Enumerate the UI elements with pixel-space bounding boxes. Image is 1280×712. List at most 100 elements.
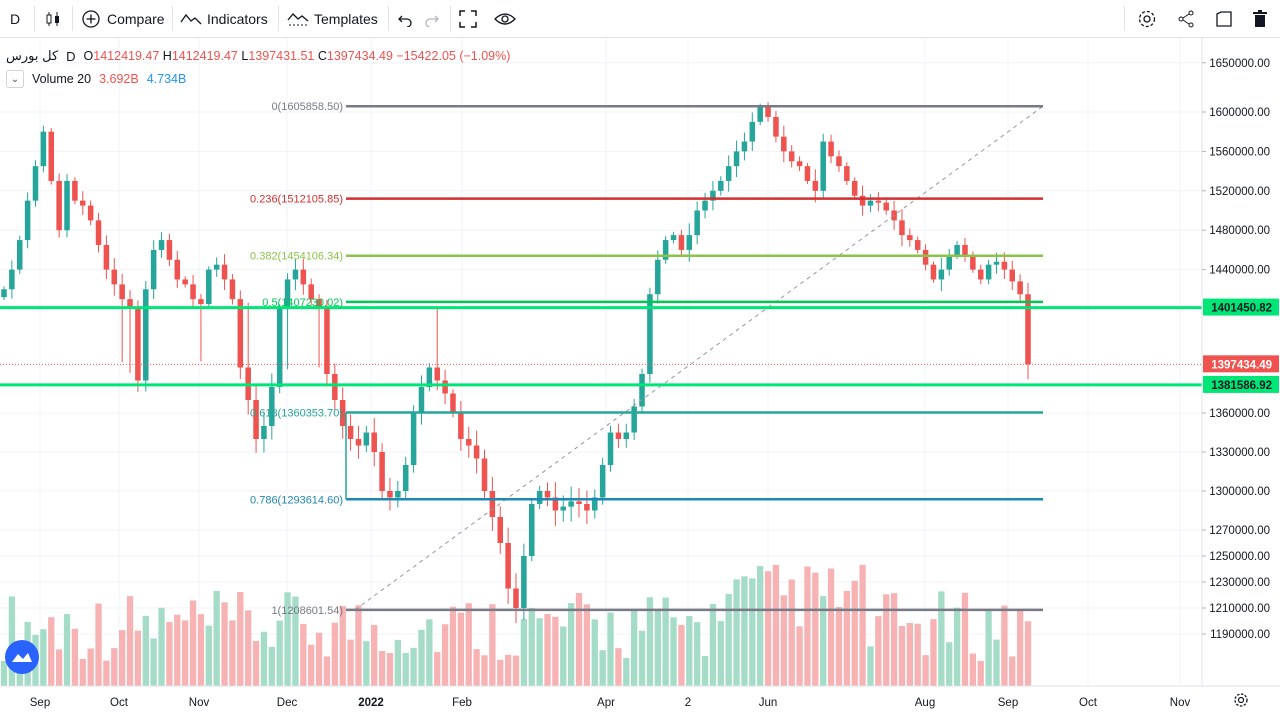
candle-body bbox=[1001, 261, 1008, 270]
candle-body bbox=[812, 180, 819, 191]
volume-legend: ⌄ Volume 20 3.692B 4.734B bbox=[6, 70, 186, 88]
candle-body bbox=[127, 299, 133, 309]
candle-body bbox=[182, 279, 188, 285]
collapse-chevron-icon[interactable]: ⌄ bbox=[6, 70, 24, 88]
candle-body bbox=[150, 249, 157, 290]
candle-body bbox=[347, 426, 354, 439]
volume-bar bbox=[560, 626, 567, 686]
tradingview-logo-icon[interactable] bbox=[5, 640, 39, 674]
volume-bar bbox=[378, 651, 386, 686]
candle-body bbox=[536, 491, 543, 504]
candle-body bbox=[647, 294, 653, 374]
volume-bar bbox=[961, 592, 969, 686]
candle-body bbox=[198, 299, 204, 305]
ohlc-h-key: H bbox=[162, 49, 172, 63]
volume-bar bbox=[213, 591, 220, 686]
change-value: −15422.05 (−1.09%) bbox=[396, 49, 511, 63]
volume-bar bbox=[820, 596, 827, 686]
snapshot-icon bbox=[1216, 10, 1232, 27]
candle-body bbox=[158, 240, 165, 250]
volume-bar bbox=[205, 625, 212, 686]
volume-bar bbox=[8, 596, 16, 686]
price-tag-label: 1381586.92 bbox=[1211, 380, 1272, 392]
volume-bar bbox=[701, 655, 709, 686]
candle-body bbox=[387, 491, 393, 498]
volume-bar bbox=[827, 568, 835, 686]
price-axis-label: 1600000.00 bbox=[1209, 107, 1270, 119]
redo-button[interactable] bbox=[424, 0, 440, 37]
volume-value: 3.692B bbox=[99, 72, 139, 86]
candle-body bbox=[576, 501, 582, 504]
candle-body bbox=[765, 107, 771, 117]
candle-body bbox=[395, 491, 401, 498]
candle-body bbox=[796, 161, 803, 167]
candle-body bbox=[623, 432, 630, 439]
volume-bar bbox=[780, 595, 787, 686]
delete-button[interactable] bbox=[1252, 0, 1268, 37]
volume-bar bbox=[465, 603, 472, 686]
candle-body bbox=[48, 131, 55, 181]
volume-bar bbox=[875, 616, 882, 686]
volume-bar bbox=[300, 623, 307, 686]
volume-bar bbox=[371, 625, 378, 686]
undo-button[interactable] bbox=[397, 0, 413, 37]
divider bbox=[172, 6, 173, 31]
volume-bar bbox=[662, 597, 669, 686]
price-axis-label: 1190000.00 bbox=[1210, 629, 1270, 641]
candle-body bbox=[308, 284, 314, 300]
price-chart[interactable]: 0(1605858.50) 0.236(1512105.85) 0.382(1454… bbox=[0, 38, 1280, 712]
volume-bar bbox=[867, 646, 874, 686]
volume-bar bbox=[623, 657, 630, 686]
volume-bar bbox=[245, 610, 252, 686]
candle-body bbox=[111, 269, 118, 285]
candle-body bbox=[544, 491, 551, 498]
volume-bar bbox=[150, 638, 157, 686]
fullscreen-button[interactable] bbox=[459, 0, 477, 37]
volume-bar bbox=[678, 624, 685, 686]
templates-button[interactable]: Templates bbox=[287, 0, 378, 37]
volume-bar bbox=[158, 607, 165, 686]
candle-body bbox=[103, 244, 110, 270]
candle-body bbox=[418, 387, 425, 413]
snapshot-button[interactable] bbox=[1215, 0, 1233, 37]
volume-bar bbox=[552, 616, 559, 686]
candle-body bbox=[922, 249, 929, 265]
candle-body bbox=[505, 543, 511, 589]
candle-body bbox=[402, 465, 409, 491]
volume-bar bbox=[591, 619, 598, 686]
interval-button[interactable]: D bbox=[10, 0, 20, 37]
symbol-legend: کل بورس D O 1412419.47 H 1412419.47 L 13974… bbox=[6, 46, 510, 66]
axis-settings-gear-icon[interactable] bbox=[1234, 693, 1248, 707]
volume-bar bbox=[284, 592, 291, 686]
fib-level-label: 0.236(1512105.85) bbox=[250, 194, 343, 206]
fib-level-label: 0.5(1407230.02) bbox=[262, 297, 343, 309]
volume-bar bbox=[292, 596, 299, 686]
settings-button[interactable] bbox=[1137, 0, 1157, 37]
gear-icon bbox=[1138, 10, 1156, 27]
candle-style-button[interactable] bbox=[44, 0, 62, 37]
candle-body bbox=[552, 497, 559, 511]
price-axis-label: 1210000.00 bbox=[1209, 603, 1270, 615]
candle-body bbox=[481, 458, 488, 491]
compare-button[interactable]: Compare bbox=[81, 0, 165, 37]
candle-body bbox=[733, 151, 740, 167]
candle-body bbox=[859, 195, 866, 206]
volume-bar bbox=[969, 653, 977, 686]
candle-body bbox=[119, 284, 125, 300]
share-button[interactable] bbox=[1177, 0, 1195, 37]
price-tag-label: 1397434.49 bbox=[1211, 359, 1272, 371]
candle-body bbox=[166, 240, 173, 260]
indicators-button[interactable]: Indicators bbox=[180, 0, 268, 37]
templates-icon bbox=[287, 12, 309, 25]
volume-bar bbox=[654, 610, 661, 686]
volume-bar bbox=[946, 642, 953, 686]
candle-body bbox=[930, 264, 937, 280]
candle-body bbox=[489, 491, 496, 517]
volume-bar bbox=[308, 644, 315, 686]
volume-bar bbox=[182, 620, 189, 686]
plus-circle-icon bbox=[82, 9, 100, 28]
visibility-button[interactable] bbox=[494, 0, 516, 37]
volume-bar bbox=[323, 656, 331, 686]
fib-level-label: 0.786(1293614.60) bbox=[250, 494, 343, 506]
candle-body bbox=[410, 413, 417, 465]
